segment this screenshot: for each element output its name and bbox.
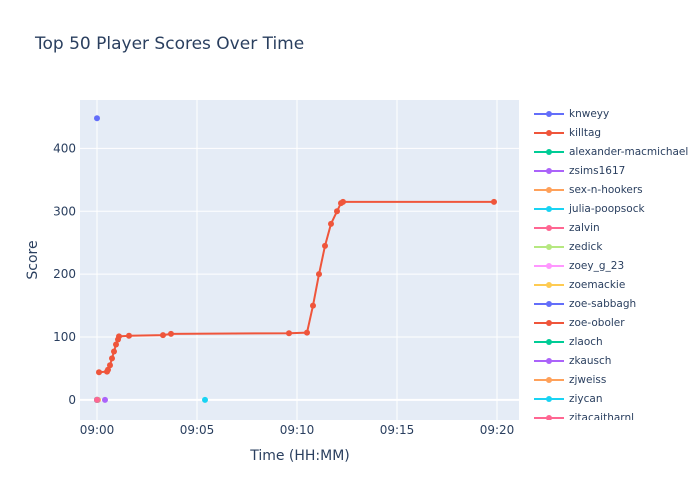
data-point[interactable]	[168, 330, 174, 337]
legend-item[interactable]: julia-poopsock	[528, 199, 698, 218]
legend-label: zlaoch	[569, 335, 603, 348]
y-tick-label: 100	[53, 330, 76, 344]
data-point[interactable]	[94, 396, 100, 403]
legend-item[interactable]: zjweiss	[528, 370, 698, 389]
y-tick-label: 400	[53, 141, 76, 155]
legend-label: zkausch	[569, 354, 612, 367]
series-julia-poopsock[interactable]	[202, 396, 208, 403]
data-point[interactable]	[310, 302, 316, 309]
legend-item[interactable]: zoemackie	[528, 275, 698, 294]
legend-label: knweyy	[569, 107, 610, 120]
x-tick-label: 09:20	[480, 423, 515, 437]
legend-swatch	[534, 148, 564, 155]
data-point[interactable]	[491, 198, 497, 205]
data-point[interactable]	[109, 355, 115, 362]
data-point[interactable]	[328, 220, 334, 227]
legend-label: zoemackie	[569, 278, 626, 291]
data-point[interactable]	[334, 208, 340, 215]
legend-swatch	[534, 300, 564, 307]
data-point[interactable]	[160, 332, 166, 339]
series-zsims1617[interactable]	[102, 396, 108, 403]
data-point[interactable]	[322, 242, 328, 249]
y-axis-title: Score	[25, 240, 41, 279]
legend-item[interactable]: zalvin	[528, 218, 698, 237]
legend-swatch	[534, 186, 564, 193]
legend-swatch	[534, 281, 564, 288]
legend-swatch	[534, 376, 564, 383]
legend-swatch	[534, 205, 564, 212]
legend-item[interactable]: zedick	[528, 237, 698, 256]
legend-label: zedick	[569, 240, 603, 253]
legend-label: ziycan	[569, 392, 603, 405]
legend-swatch	[534, 338, 564, 345]
legend-swatch	[534, 262, 564, 269]
legend-item[interactable]: zoey_g_23	[528, 256, 698, 275]
x-tick-label: 09:10	[280, 423, 315, 437]
data-point[interactable]	[116, 333, 122, 340]
legend-item[interactable]: zlaoch	[528, 332, 698, 351]
legend-swatch	[534, 167, 564, 174]
legend-swatch	[534, 414, 564, 420]
data-series	[94, 115, 497, 403]
data-point[interactable]	[340, 198, 346, 205]
legend-item[interactable]: killtag	[528, 123, 698, 142]
data-point[interactable]	[126, 332, 132, 339]
series-zitacaitharnl[interactable]	[94, 396, 100, 403]
legend: knweyy killtag alexander-macmichael zsims16…	[528, 104, 698, 420]
data-point[interactable]	[286, 330, 292, 337]
legend-label: zitacaitharnl	[569, 411, 635, 421]
legend-item[interactable]: knweyy	[528, 104, 698, 123]
y-tick-label: 300	[53, 204, 76, 218]
plot-background	[80, 100, 519, 420]
y-tick-label: 200	[53, 267, 76, 281]
legend-swatch	[534, 110, 564, 117]
legend-swatch	[534, 395, 564, 402]
legend-label: zoey_g_23	[569, 259, 625, 272]
legend-label: zoe-sabbagh	[569, 297, 637, 310]
legend-item[interactable]: zsims1617	[528, 161, 698, 180]
legend-item[interactable]: zitacaitharnl	[528, 408, 698, 420]
gridlines	[80, 100, 519, 420]
y-tick-label: 0	[68, 393, 76, 407]
data-point[interactable]	[111, 348, 117, 355]
legend-label: julia-poopsock	[569, 202, 645, 215]
data-point[interactable]	[102, 396, 108, 403]
legend-item[interactable]: ziycan	[528, 389, 698, 408]
legend-swatch	[534, 224, 564, 231]
series-killtag[interactable]	[96, 198, 497, 376]
legend-swatch	[534, 357, 564, 364]
series-line[interactable]	[98, 200, 494, 374]
x-tick-label: 09:00	[80, 423, 115, 437]
legend-item[interactable]: alexander-macmichael	[528, 142, 698, 161]
series-knweyy[interactable]	[94, 115, 100, 122]
legend-label: zalvin	[569, 221, 600, 234]
data-point[interactable]	[96, 369, 102, 376]
x-tick-label: 09:05	[180, 423, 215, 437]
legend-label: zjweiss	[569, 373, 607, 386]
legend-swatch	[534, 243, 564, 250]
x-tick-label: 09:15	[380, 423, 415, 437]
legend-item[interactable]: zoe-oboler	[528, 313, 698, 332]
legend-label: zoe-oboler	[569, 316, 625, 329]
legend-label: alexander-macmichael	[569, 145, 689, 158]
chart-title: Top 50 Player Scores Over Time	[35, 34, 305, 54]
data-point[interactable]	[94, 115, 100, 122]
tick-labels: 09:00 09:05 09:10 09:15 09:20 0 100 200 300 400	[53, 141, 514, 437]
legend-label: killtag	[569, 126, 602, 139]
x-axis-title: Time (HH:MM)	[249, 448, 350, 464]
legend-label: zsims1617	[569, 164, 626, 177]
data-point[interactable]	[316, 271, 322, 278]
legend-item[interactable]: sex-n-hookers	[528, 180, 698, 199]
legend-swatch	[534, 129, 564, 136]
data-point[interactable]	[113, 341, 119, 348]
legend-item[interactable]: zkausch	[528, 351, 698, 370]
legend-item[interactable]: zoe-sabbagh	[528, 294, 698, 313]
legend-label: sex-n-hookers	[569, 183, 643, 196]
legend-swatch	[534, 319, 564, 326]
data-point[interactable]	[107, 362, 113, 369]
data-point[interactable]	[304, 329, 310, 336]
data-point[interactable]	[202, 396, 208, 403]
